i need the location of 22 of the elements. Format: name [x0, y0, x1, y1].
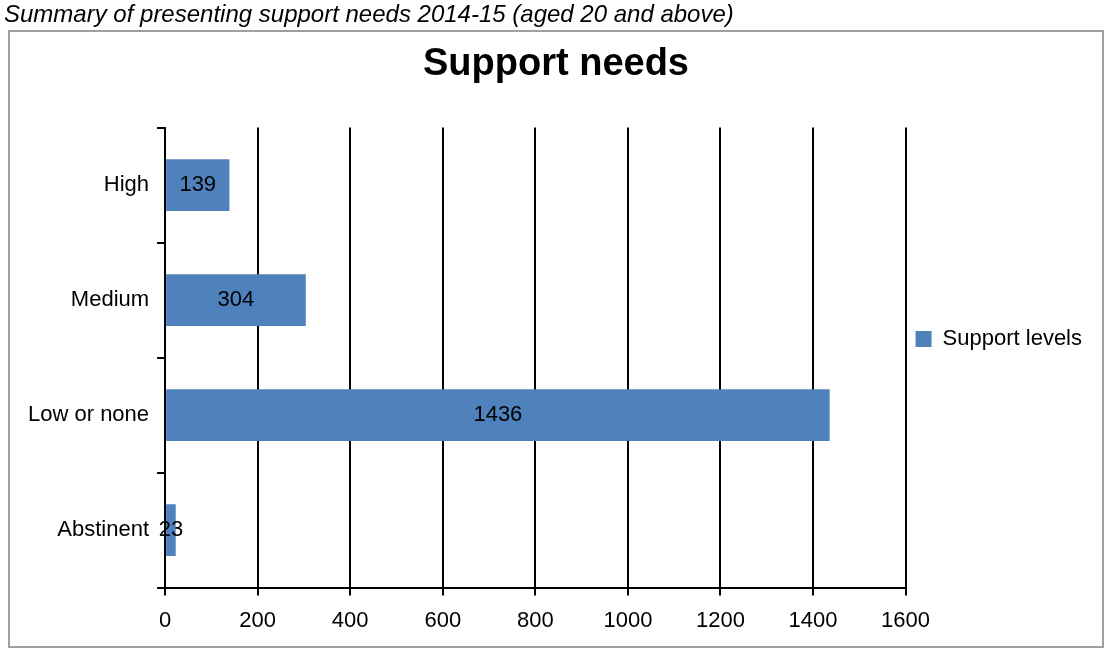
bar	[166, 159, 230, 211]
y-tick-label: Low or none	[27, 401, 150, 427]
x-tick-label: 1600	[881, 606, 931, 632]
bar	[166, 389, 830, 441]
x-tick-label: 1200	[695, 606, 745, 632]
x-tick-label: 400	[331, 606, 369, 632]
x-tick-label: 1400	[788, 606, 838, 632]
bar	[166, 274, 306, 326]
data-label: 304	[217, 286, 255, 312]
data-label: 139	[179, 171, 217, 197]
chart-subtitle: Summary of presenting support needs 2014-15 (aged 20 and above)	[3, 0, 735, 28]
data-label: 1436	[473, 401, 523, 427]
x-tick-label: 200	[239, 606, 277, 632]
chart-title: Support needs	[422, 41, 690, 84]
y-tick-label: Medium	[70, 286, 150, 312]
x-tick-label: 0	[158, 606, 172, 632]
y-tick-label: Abstinent	[57, 516, 150, 542]
y-tick-label: High	[103, 171, 150, 197]
x-tick-label: 1000	[603, 606, 653, 632]
x-tick-label: 800	[516, 606, 554, 632]
x-tick-label: 600	[424, 606, 462, 632]
legend-label: Support levels	[942, 325, 1083, 351]
